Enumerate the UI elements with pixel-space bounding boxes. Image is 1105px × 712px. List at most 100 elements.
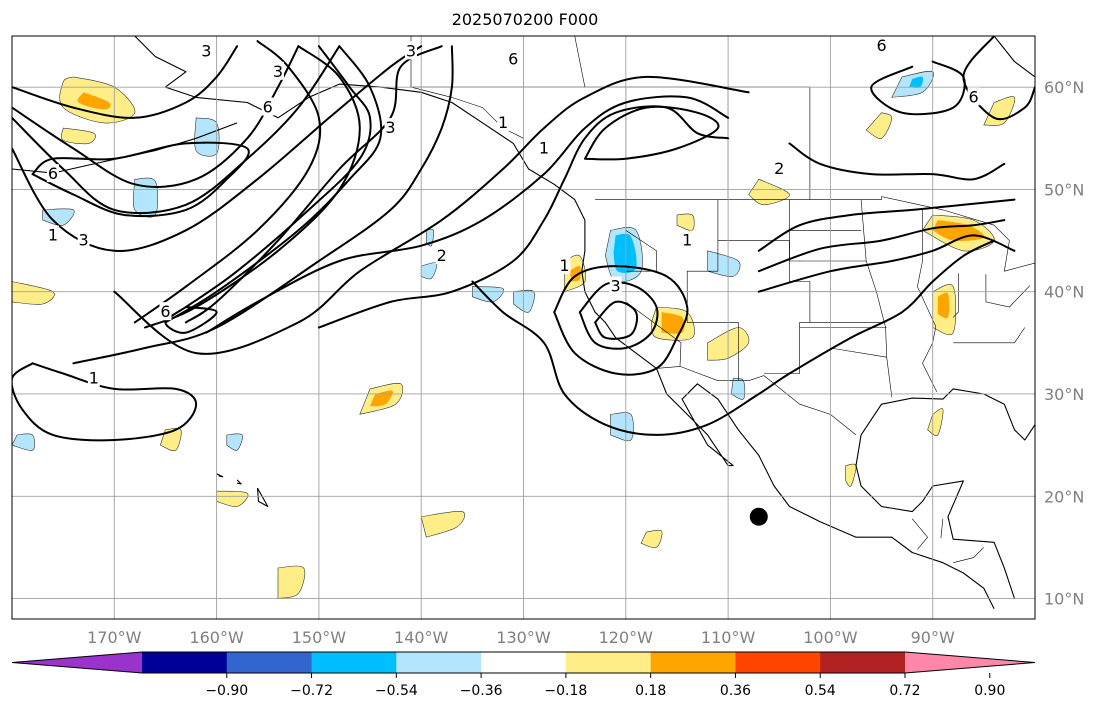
contour-label: 3 xyxy=(385,118,395,137)
colorbar-tick-label: 0.54 xyxy=(805,683,836,699)
contour-label-bg xyxy=(875,36,888,55)
contour-label-bg xyxy=(558,256,571,275)
contour-line xyxy=(164,45,383,324)
contour-line xyxy=(870,60,966,116)
lon-tick-label: 130°W xyxy=(496,628,551,647)
contour-line xyxy=(594,300,639,340)
contour-label: 3 xyxy=(201,41,211,60)
lon-tick-label: 160°W xyxy=(189,628,244,647)
latitude-tick-labels: 60°N 50°N 40°N 30°N 20°N 10°N xyxy=(1044,78,1084,608)
contour-label-bg xyxy=(404,41,417,60)
contour-line xyxy=(962,36,1035,121)
contour-line xyxy=(583,105,720,161)
colorbar-segment xyxy=(142,652,228,673)
shaded-area xyxy=(640,529,663,549)
contour-line xyxy=(31,141,250,218)
contour-line xyxy=(12,45,423,252)
contour-line xyxy=(205,95,730,334)
contour-label: 2 xyxy=(774,159,784,178)
colorbar-tick-label: 0.36 xyxy=(720,683,751,699)
contour-label: 1 xyxy=(559,256,569,275)
shaded-anomaly-areas xyxy=(12,70,1016,599)
colorbar-outline xyxy=(11,651,1036,674)
contour-label: 3 xyxy=(273,62,283,81)
colorbar: −0.90 −0.72 −0.54 −0.36 −0.18 0.18 0.36 0.54 0.7… xyxy=(11,651,1036,699)
contour-line xyxy=(788,142,1006,181)
contour-label-bg xyxy=(46,164,59,183)
contour-label-bg xyxy=(200,41,213,60)
shaded-area xyxy=(216,490,249,508)
shaded-area xyxy=(937,292,950,319)
shaded-area xyxy=(12,433,36,451)
shaded-area xyxy=(370,390,393,407)
lon-tick-label: 170°W xyxy=(87,628,142,647)
shaded-area xyxy=(610,412,634,442)
lon-tick-label: 140°W xyxy=(394,628,449,647)
lon-tick-label: 90°W xyxy=(911,628,955,647)
coastline xyxy=(236,479,242,485)
map-title: 2025070200 F000 xyxy=(451,10,599,29)
shaded-area xyxy=(613,233,637,273)
coastline xyxy=(860,388,1035,441)
contour-line xyxy=(317,105,730,329)
contour-line xyxy=(578,281,659,350)
colorbar-tick-label: 0.18 xyxy=(635,683,666,699)
lon-tick-label: 150°W xyxy=(292,628,347,647)
border-line xyxy=(830,347,887,358)
coastline xyxy=(256,487,269,508)
marker-dot xyxy=(749,507,768,526)
map-frame xyxy=(11,35,1036,620)
contour-label: 3 xyxy=(79,231,89,250)
contour-label: 1 xyxy=(48,225,58,244)
location-marker xyxy=(749,507,768,526)
colorbar-segment xyxy=(820,652,906,673)
lat-tick-label: 40°N xyxy=(1044,283,1084,302)
contour-label: 6 xyxy=(263,98,273,117)
border-line xyxy=(656,366,857,436)
border-line xyxy=(574,36,586,88)
contour-line xyxy=(12,45,300,188)
border-line xyxy=(717,240,867,262)
contour-label-bg xyxy=(46,225,59,244)
lat-lon-gridlines xyxy=(12,36,1035,619)
colorbar-tick-label: −0.18 xyxy=(544,683,587,699)
shaded-area xyxy=(77,92,111,110)
colorbar-extend-high xyxy=(905,652,1035,673)
coastline xyxy=(216,473,224,478)
lat-tick-label: 60°N xyxy=(1044,78,1084,97)
shaded-area xyxy=(12,281,55,305)
contour-label-bg xyxy=(967,87,980,106)
colorbar-tick-label: 0.90 xyxy=(974,683,1005,699)
border-line xyxy=(953,547,985,563)
longitude-tick-labels: 170°W 160°W 150°W 140°W 130°W 120°W 110°W 100°W… xyxy=(87,628,955,647)
contour-lines xyxy=(12,36,1035,442)
contour-line xyxy=(757,234,1016,293)
contour-label: 3 xyxy=(610,277,620,296)
contour-label: 6 xyxy=(969,87,979,106)
contour-line xyxy=(72,45,454,365)
contour-label: 6 xyxy=(160,302,170,321)
shaded-area xyxy=(420,510,466,538)
contour-label-bg xyxy=(681,230,694,249)
border-line xyxy=(985,274,1031,308)
contour-label: 1 xyxy=(539,139,549,158)
contour-label-bg xyxy=(77,230,90,249)
border-line xyxy=(952,273,959,318)
contour-label-bg xyxy=(159,302,172,321)
colorbar-segment xyxy=(735,652,821,673)
contour-label-bg xyxy=(609,276,622,295)
contour-line xyxy=(184,45,443,324)
shaded-area xyxy=(61,127,96,145)
contour-line xyxy=(12,45,239,119)
border-line xyxy=(911,518,928,550)
lat-tick-label: 10°N xyxy=(1044,590,1084,609)
contour-label: 1 xyxy=(498,113,508,132)
contour-line xyxy=(113,75,750,355)
colorbar-segment xyxy=(311,652,397,673)
contour-label-bg xyxy=(507,49,520,68)
shaded-area xyxy=(845,463,857,487)
coastline xyxy=(993,36,1035,78)
colorbar-tick-label: −0.54 xyxy=(375,683,418,699)
contour-line xyxy=(12,45,341,215)
